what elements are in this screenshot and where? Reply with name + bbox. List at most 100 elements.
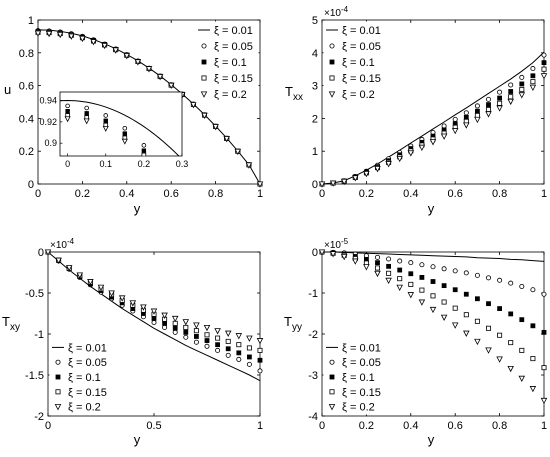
panel-txy-data-point: [224, 330, 232, 337]
panel-txx-data-point: [530, 79, 536, 85]
panel-tyy-ytick-label: -2: [308, 329, 318, 341]
panel-txx-data-point: [474, 103, 480, 109]
panel-txx-exponent-label: ×10-4: [324, 5, 349, 19]
panel-tyy-data-point: [463, 330, 470, 337]
panel-u-axes-frame: [37, 19, 261, 185]
panel-txx-legend-label: ξ = 0.01: [342, 25, 381, 37]
panel-tyy-data-point: [441, 283, 447, 289]
panel-txy-ylabel: T: [2, 314, 10, 329]
panel-txx-data-point: [485, 107, 491, 113]
panel-u-ylabel: u: [4, 82, 11, 97]
panel-tyy-data-point: [530, 287, 536, 293]
panel-tyy-legend-label: ξ = 0.01: [342, 342, 381, 354]
panel-txy-data-point: [247, 354, 252, 360]
panel-u-inset-data-point: [121, 138, 128, 145]
panel-u-xtick-label: 1: [257, 188, 263, 200]
panel-u-inset-plot: [60, 100, 180, 156]
panel-txy-data-point: [236, 356, 242, 362]
panel-tyy-data-point: [408, 281, 414, 287]
panel-tyy-data-point: [452, 268, 458, 274]
panel-txx-xlabel: y: [428, 201, 435, 216]
panel-u-inset-data-point: [64, 116, 71, 123]
panel-txy-data-point: [193, 328, 199, 334]
panel-tyy-data-point: [340, 254, 348, 261]
panel-u-data-point: [90, 39, 97, 46]
panel-tyy-data-point: [430, 293, 436, 299]
panel-u-data-point: [68, 33, 75, 40]
panel-txx-data-point: [329, 180, 337, 187]
panel-txy-data-point: [257, 347, 263, 353]
panel-u-data-point: [223, 136, 230, 143]
panel-txy-data-point: [257, 357, 263, 363]
panel-u-inset-data-point: [122, 125, 128, 131]
panel-txy-data-point: [97, 284, 105, 292]
panel-u-inset-data-point: [84, 111, 89, 116]
panel-tyy-series-line-xi-0-01: [322, 251, 545, 262]
panel-txy-legend-label: ξ = 0.01: [68, 342, 107, 354]
panel-tyy-data-point: [496, 356, 503, 363]
panel-tyy-data-point: [486, 301, 491, 307]
panel-txx-data-point: [396, 155, 403, 163]
panel-u-data-point: [45, 30, 53, 38]
panel-txx-ylabel-group: Txx: [285, 84, 303, 103]
panel-u-data-point: [190, 102, 197, 109]
panel-tyy-data-point: [396, 284, 403, 292]
panel-txy-data-point: [214, 328, 221, 335]
panel-txy-data-point: [151, 316, 157, 321]
panel-txx: 0 0.2 0.4 0.6 0.8 1 0 1 2 3 4 5 ×10-4 ξ = 0.01 ξ = 0.0…: [285, 5, 548, 216]
panel-txx-data-point: [441, 123, 447, 129]
panel-txy-exponent-label: ×10-4: [50, 237, 75, 251]
panel-u-data-point: [212, 124, 219, 131]
panel-txx-data-point: [474, 116, 481, 124]
panel-txy-data-point: [204, 332, 210, 338]
panel-txx-data-point: [508, 89, 514, 94]
panel-tyy-ylabel-group: Tyy: [284, 314, 302, 333]
panel-tyy-legend-swatch: [328, 404, 336, 411]
panel-tyy-data-point: [385, 277, 392, 285]
panel-tyy-data-point: [418, 299, 426, 306]
panel-u-data-point: [34, 30, 42, 37]
panel-tyy-data-point: [386, 256, 392, 262]
panel-u-inset-data-point: [141, 143, 147, 148]
panel-txy-xtick-label: 0.5: [146, 420, 161, 432]
panel-u-plot-area: 0 0.2 0.4 0.6 0.8 1 0 0.2 0.4 0.6 0.8 1 ξ = 0.01 ξ = …: [19, 15, 264, 200]
panel-txy-data-point: [203, 324, 211, 332]
panel-u-legend-label: ξ = 0.1: [214, 57, 247, 69]
panel-txy-data-point: [183, 324, 189, 330]
panel-u-ytick-label: 0: [28, 179, 34, 191]
panel-u-xtick-label: 0.6: [164, 188, 179, 200]
panel-tyy-data-point: [397, 258, 403, 264]
panel-txy-data-point: [193, 322, 200, 329]
panel-u-data-point: [245, 162, 253, 169]
panel-tyy-exponent-label: ×10-5: [324, 237, 349, 251]
panel-u-inset-xtick-label: 0: [65, 159, 70, 169]
panel-tyy-ytick-label: -4: [308, 411, 318, 423]
panel-tyy-data-point: [318, 249, 326, 256]
panel-tyy-legend-swatch: [329, 389, 335, 395]
panel-u-legend-label: ξ = 0.15: [214, 73, 253, 85]
panel-tyy-data-point: [519, 283, 525, 289]
panel-tyy-data-point: [408, 271, 414, 277]
panel-txy-legend-label: ξ = 0.2: [68, 402, 101, 414]
panel-txy-data-point: [236, 350, 242, 356]
panel-u-legend-label: ξ = 0.01: [214, 25, 253, 37]
panel-txx-data-point: [352, 175, 359, 182]
panel-txx-legend-label: ξ = 0.2: [342, 89, 375, 101]
panel-tyy-data-point: [463, 312, 469, 318]
panel-u-xtick-label: 0: [35, 188, 41, 200]
panel-tyy-legend-label: ξ = 0.1: [342, 372, 375, 384]
panel-tyy-data-point: [429, 306, 437, 314]
panel-tyy-data-point: [508, 280, 514, 286]
panel-txx-data-point: [474, 108, 480, 114]
panel-tyy-data-point: [329, 251, 337, 258]
panel-tyy-data-point: [374, 254, 380, 260]
panel-txx-ytick-label: 2: [312, 113, 318, 125]
panel-txy-data-point: [108, 290, 115, 297]
panel-txx-data-point: [519, 81, 525, 87]
panel-txy-data-point: [225, 338, 231, 344]
panel-tyy-xlabel: y: [428, 432, 435, 447]
panel-txx-data-point: [508, 94, 514, 100]
panel-u-ytick-label: 0.2: [19, 146, 34, 158]
panel-u-legend-swatch: [200, 91, 208, 98]
